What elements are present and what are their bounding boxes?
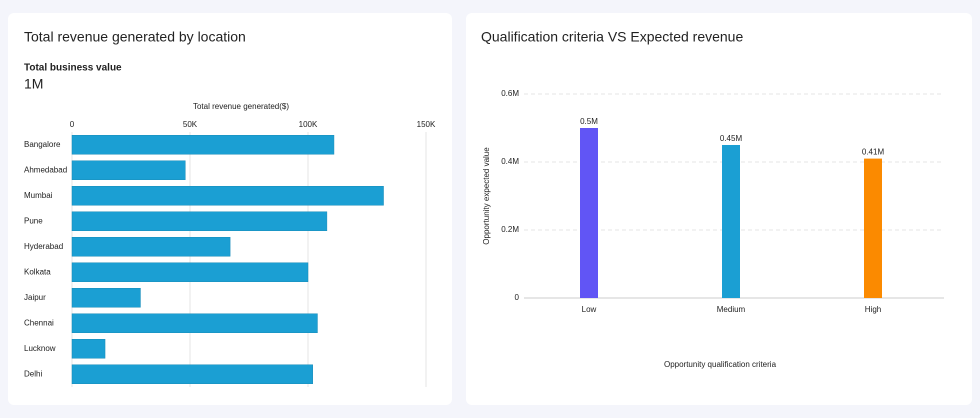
y-tick-label: Mumbai (24, 191, 53, 200)
bar (864, 158, 882, 298)
value-label: 0.45M (720, 134, 743, 143)
bar (71, 262, 309, 282)
bar (71, 237, 231, 257)
card (466, 13, 972, 405)
x-tick-label: Medium (717, 305, 746, 314)
chart-title: Total revenue generated by location (24, 29, 246, 45)
bar (71, 186, 384, 206)
bar (71, 135, 335, 155)
x-tick-label: 100K (299, 120, 318, 129)
y-tick-label: Ahmedabad (24, 165, 67, 174)
x-axis-label: Opportunity qualification criteria (664, 360, 777, 369)
y-tick-label: 0 (515, 293, 520, 302)
y-axis-label: Opportunity expected value (482, 147, 491, 245)
y-tick-label: Pune (24, 216, 43, 225)
chart-title: Qualification criteria VS Expected reven… (481, 29, 743, 45)
y-tick-label: Chennai (24, 318, 54, 327)
value-label: 0.41M (862, 148, 885, 157)
y-tick-label: Delhi (24, 369, 42, 378)
x-axis-label: Total revenue generated($) (193, 102, 289, 111)
kpi-value: 1M (24, 76, 43, 92)
bar (722, 145, 740, 298)
x-tick-label: 150K (417, 120, 436, 129)
y-tick-label: 0.4M (501, 157, 519, 166)
y-tick-label: 0.2M (501, 225, 519, 234)
x-tick-label: 0 (70, 120, 75, 129)
y-tick-label: Hyderabad (24, 242, 63, 251)
bar (71, 339, 106, 359)
bar (580, 128, 598, 298)
y-tick-label: Jaipur (24, 293, 46, 302)
x-tick-label: Low (582, 305, 597, 314)
kpi-label: Total business value (24, 63, 122, 74)
y-tick-label: Kolkata (24, 267, 51, 276)
y-tick-label: Lucknow (24, 344, 56, 353)
bar (71, 364, 313, 384)
bar (71, 211, 328, 231)
x-tick-label: High (865, 305, 881, 314)
y-tick-label: Bangalore (24, 140, 61, 149)
bar (71, 288, 141, 308)
bar (71, 160, 186, 180)
value-label: 0.5M (580, 117, 598, 126)
bar (71, 313, 318, 333)
x-tick-label: 50K (183, 120, 198, 129)
y-tick-label: 0.6M (501, 89, 519, 98)
